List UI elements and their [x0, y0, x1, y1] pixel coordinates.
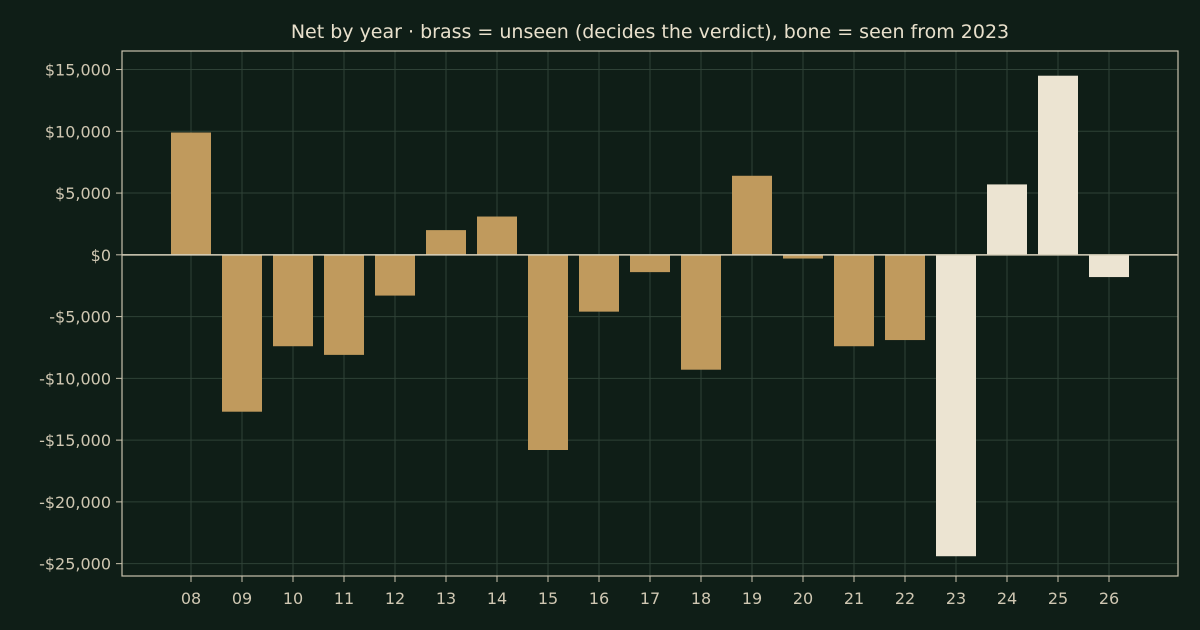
x-tick-label: 09 [232, 589, 252, 608]
x-tick-label: 11 [334, 589, 354, 608]
y-tick-label: $5,000 [55, 184, 111, 203]
bar-17 [630, 254, 670, 273]
y-tick-label: $10,000 [45, 122, 111, 141]
bar-11 [324, 254, 364, 355]
y-tick-label: -$10,000 [39, 369, 111, 388]
y-axis: $15,000 $10,000 $5,000 $0 -$5,000 -$10,000 -$1… [39, 61, 122, 574]
x-tick-label: 08 [181, 589, 201, 608]
bar-13 [426, 230, 466, 255]
y-tick-label: -$15,000 [39, 431, 111, 450]
x-tick-label: 13 [436, 589, 456, 608]
bar-22 [885, 254, 925, 341]
x-tick-label: 15 [538, 589, 558, 608]
chart-title: Net by year · brass = unseen (decides th… [291, 21, 1009, 43]
bar-layer [171, 75, 1129, 557]
y-tick-label: $0 [91, 246, 111, 265]
y-tick-label: -$25,000 [39, 555, 111, 574]
x-tick-label: 21 [844, 589, 864, 608]
x-tick-label: 12 [385, 589, 405, 608]
bar-09 [222, 254, 262, 412]
bar-26 [1089, 254, 1129, 278]
x-tick-label: 10 [283, 589, 303, 608]
x-tick-label: 24 [997, 589, 1017, 608]
bar-25 [1038, 75, 1078, 255]
x-tick-label: 18 [691, 589, 711, 608]
bar-15 [528, 254, 568, 450]
x-tick-label: 17 [640, 589, 660, 608]
bar-10 [273, 254, 313, 347]
x-tick-label: 19 [742, 589, 762, 608]
bar-24 [987, 184, 1027, 255]
y-tick-label: $15,000 [45, 61, 111, 80]
x-tick-label: 14 [487, 589, 507, 608]
bar-18 [681, 254, 721, 370]
x-tick-label: 26 [1099, 589, 1119, 608]
y-tick-label: -$20,000 [39, 493, 111, 512]
x-tick-label: 23 [946, 589, 966, 608]
y-tick-label: -$5,000 [49, 308, 111, 327]
x-tick-label: 16 [589, 589, 609, 608]
x-tick-label: 20 [793, 589, 813, 608]
bar-23 [936, 254, 976, 557]
x-tick-label: 22 [895, 589, 915, 608]
bar-20 [783, 254, 823, 259]
bar-14 [477, 216, 517, 255]
bar-19 [732, 175, 772, 255]
bar-08 [171, 132, 211, 255]
bar-16 [579, 254, 619, 312]
bar-12 [375, 254, 415, 296]
x-axis: 08 09 10 11 12 13 14 15 16 17 18 19 20 21 22 23 24 25 26 [181, 576, 1119, 608]
x-tick-label: 25 [1048, 589, 1068, 608]
bar-21 [834, 254, 874, 347]
